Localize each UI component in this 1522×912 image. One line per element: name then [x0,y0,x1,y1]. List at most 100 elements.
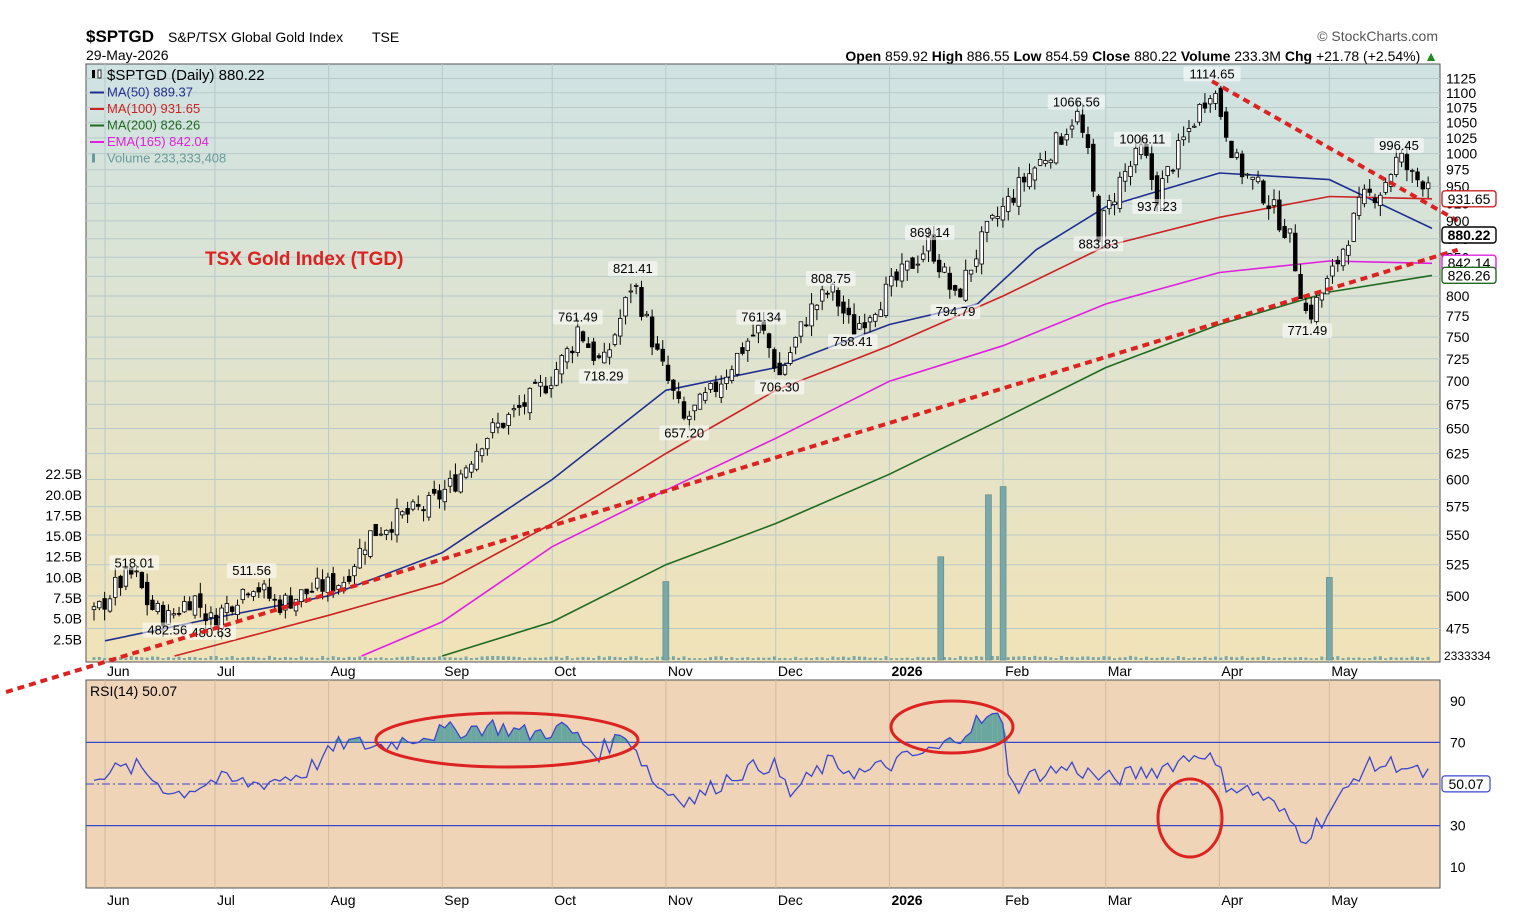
rsi-overbought-fill [466,726,472,743]
high-label: High [932,48,963,64]
x-tick-label: Mar [1108,892,1132,908]
candle-body [1069,125,1075,130]
volume-bar [512,656,516,660]
candle-body [192,595,198,616]
candle-body [618,318,623,337]
price-tick-label: 650 [1446,420,1470,436]
volume-bar [156,656,160,660]
volume-bar [1394,657,1398,660]
candle-body [766,333,772,349]
price-panel [85,63,1441,663]
volume-bar [501,656,505,660]
chg-value: +21.78 (+2.54%) [1316,48,1420,64]
candle-body [703,392,708,401]
candle-body [1128,165,1133,177]
volume-bar [225,657,229,660]
rsi-overbought-fill [971,715,977,743]
candle-body [649,316,655,348]
candle-body [1096,195,1101,242]
volume-bar [655,656,659,660]
volume-bar [1299,657,1303,660]
x-tick-label: Mar [1108,663,1132,679]
low-label: Low [1013,48,1041,64]
candle-body [1208,98,1213,105]
candle-body [1027,173,1032,188]
volume-bar [1208,657,1212,660]
volume-bar [1059,655,1063,660]
level-label-bg [553,309,603,325]
volume-bar [1192,657,1196,660]
candle-body [1410,170,1415,172]
volume-tick-label: 10.0B [45,569,82,585]
candle-body [1277,199,1282,231]
candle-body [1319,292,1325,301]
candle-body [400,511,405,516]
volume-bar [1054,658,1058,660]
candle-body [485,437,490,450]
volume-bar [549,656,553,660]
candle-body [623,297,628,317]
candle-body [538,382,543,387]
candle-body [1218,87,1224,117]
volume-bar [150,656,154,660]
candle-body [979,231,984,265]
candle-body [612,334,618,345]
level-label-bg [736,309,786,325]
candle-body [793,337,798,348]
level-label: 718.29 [584,369,624,384]
rsi-overbought-fill [620,735,626,743]
volume-tick-label: 17.5B [45,507,82,523]
candle-body [1021,176,1027,183]
volume-bar [342,657,346,660]
price-tick-label: 600 [1446,472,1470,488]
volume-bar [140,657,144,660]
candle-body [1404,154,1410,171]
price-tick-label: 700 [1446,373,1470,389]
candle-body [591,341,596,361]
volume-tick-label: 20.0B [45,487,82,503]
price-candles [91,85,1431,640]
volume-bar [475,657,479,660]
candle-body [362,549,368,556]
level-label-bg [1073,236,1124,252]
highlight-ellipse-sep [374,711,640,769]
candle-body [527,387,533,414]
candle-body [431,488,437,494]
volume-bar [124,658,128,660]
level-label-bg [226,563,277,579]
volume-bar [778,658,782,660]
volume-bar [172,657,176,660]
volume-bar [1245,657,1249,660]
level-label-bg [608,261,658,277]
volume-bar [841,656,845,660]
candle-body [894,271,899,281]
volume-bar [220,658,224,660]
volume-bar [1368,658,1372,660]
volume-bar [384,658,388,660]
volume-axis: 22.5B 20.0B 17.5B 15.0B 12.5B 10.0B 7.5B 5.0B 2.… [45,466,1491,663]
candle-body [1133,147,1139,166]
volume-bar [1144,656,1148,660]
level-label: 518.01 [114,555,154,570]
candle-body [889,275,894,287]
volume-bar [246,656,250,660]
volume-bar [629,656,633,660]
candle-body [1165,166,1170,177]
volume-bar [1214,656,1218,660]
candle-body [1186,128,1192,132]
candle-body [267,586,272,599]
candle-body [1223,111,1229,138]
volume-bar [538,657,542,660]
candle-body [1048,159,1053,164]
chart-symbol: $SPTGD [86,27,154,46]
candle-body [325,576,331,593]
candle-body [447,477,453,487]
candle-body [1234,152,1239,158]
candle-body [570,350,575,354]
volume-bar [884,656,888,660]
candle-body [1394,156,1399,175]
volume-bar [198,657,202,660]
volume-bar [1219,657,1223,660]
price-tick-label: 625 [1446,445,1470,461]
volume-bar [565,655,569,660]
